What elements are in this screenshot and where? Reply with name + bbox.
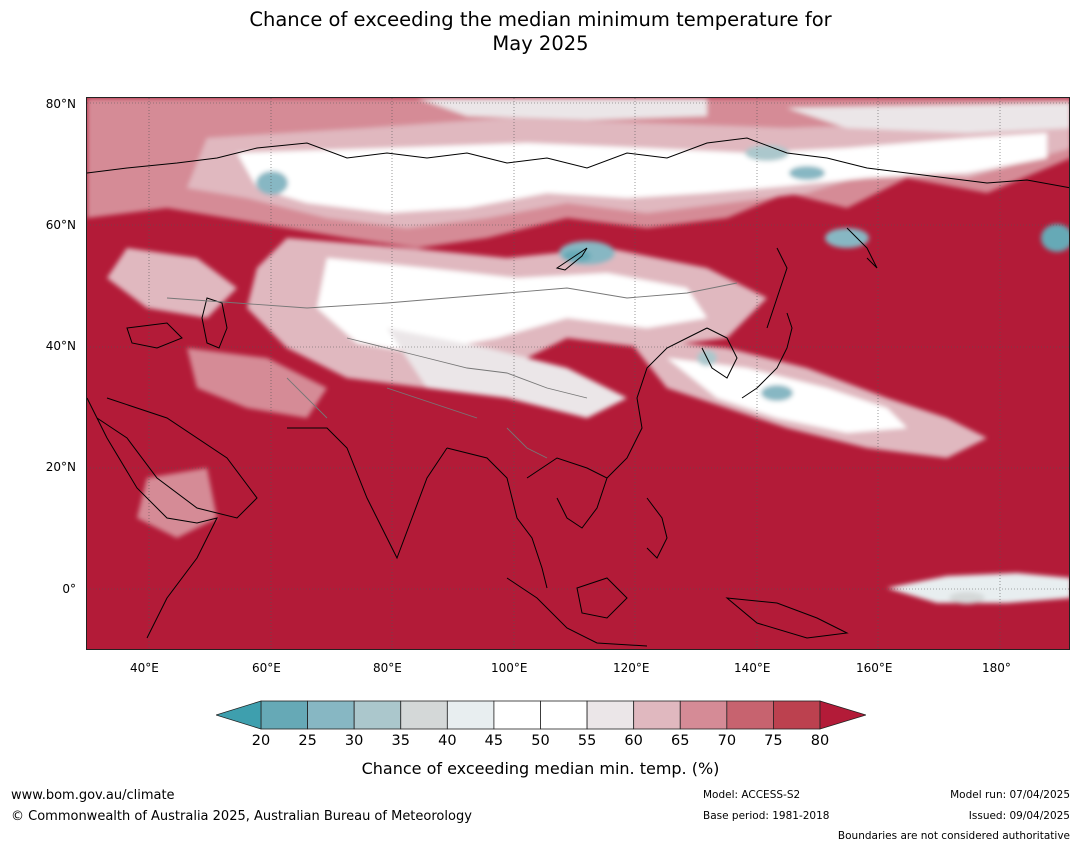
colorbar-tick-label: 45 <box>484 733 504 749</box>
lon-label-80e: 80°E <box>373 661 402 675</box>
colorbar-cell <box>353 700 402 730</box>
lon-label-100e: 100°E <box>491 661 528 675</box>
colorbar-tick-label: 35 <box>391 733 410 749</box>
colorbar-cell <box>400 700 448 730</box>
colorbar-tick-label: 60 <box>624 733 643 749</box>
lat-label-20n: 20°N <box>45 460 76 474</box>
coastlines <box>87 137 1069 647</box>
colorbar-title: Chance of exceeding median min. temp. (%… <box>361 759 720 778</box>
colorbar-tick-label: 30 <box>344 733 364 749</box>
lat-label-80n: 80°N <box>45 97 76 111</box>
lon-label-40e: 40°E <box>130 661 159 675</box>
issued-date: Issued: 09/04/2025 <box>968 810 1070 822</box>
boundaries-disclaimer: Boundaries are not considered authoritat… <box>837 830 1070 842</box>
probability-map-graphic <box>87 98 1069 649</box>
lon-label-60e: 60°E <box>252 661 281 675</box>
colorbar-tick-label: 70 <box>717 733 737 749</box>
lat-label-60n: 60°N <box>45 218 76 232</box>
colorbar-cell <box>633 700 681 730</box>
lon-label-160e: 160°E <box>856 661 893 675</box>
country-borders <box>166 282 738 459</box>
colorbar-tick-label: 25 <box>298 733 317 749</box>
colorbar-high-extension <box>819 700 866 730</box>
lon-label-140e: 140°E <box>734 661 771 675</box>
colorbar-cell <box>540 700 588 730</box>
colorbar-cell <box>726 700 774 730</box>
colorbar-cell <box>493 700 541 730</box>
colorbar-cell <box>307 700 355 730</box>
base-period: Base period: 1981-2018 <box>703 810 830 822</box>
model-run-date: Model run: 07/04/2025 <box>950 789 1070 801</box>
colorbar-tick-label: 80 <box>810 733 830 749</box>
colorbar-tick-label: 20 <box>251 733 271 749</box>
map-title-line1: Chance of exceeding the median minimum t… <box>249 8 832 31</box>
colorbar-cell <box>260 700 308 730</box>
model-name: Model: ACCESS-S2 <box>703 789 801 801</box>
copyright-text: © Commonwealth of Australia 2025, Austra… <box>11 809 472 824</box>
lon-label-180: 180° <box>982 661 1011 675</box>
lat-label-0: 0° <box>62 582 76 596</box>
colorbar-tick-label: 65 <box>671 733 690 749</box>
map-area <box>86 97 1070 650</box>
map-title: Chance of exceeding the median minimum t… <box>0 8 1081 56</box>
colorbar-cell <box>446 700 495 730</box>
colorbar-cell <box>773 700 821 730</box>
lat-label-40n: 40°N <box>45 339 76 353</box>
graticule <box>87 98 1069 649</box>
lon-label-120e: 120°E <box>613 661 650 675</box>
colorbar-tick-label: 40 <box>438 733 457 749</box>
colorbar-tick-label: 55 <box>577 733 597 749</box>
website-link[interactable]: www.bom.gov.au/climate <box>11 788 175 803</box>
colorbar-tick-label: 75 <box>764 733 783 749</box>
colorbar-tick-label: 50 <box>531 733 550 749</box>
colorbar-low-extension <box>216 700 262 730</box>
colorbar-cell <box>679 700 728 730</box>
colorbar-cell <box>586 700 635 730</box>
map-title-line2: May 2025 <box>492 32 589 55</box>
colorbar <box>216 700 866 730</box>
